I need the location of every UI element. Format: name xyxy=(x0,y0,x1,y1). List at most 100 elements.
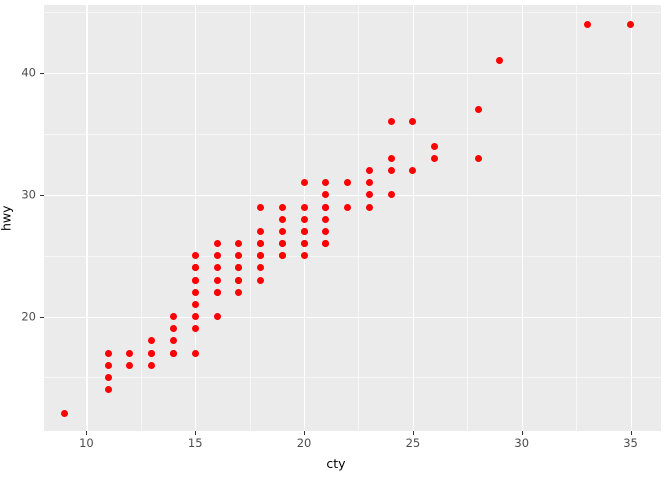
data-point xyxy=(496,57,504,65)
data-point xyxy=(322,240,330,248)
gridline-major-horizontal xyxy=(44,194,661,197)
data-point xyxy=(257,240,265,248)
data-point xyxy=(148,349,156,357)
data-point xyxy=(191,252,199,260)
y-tick-label: 20 xyxy=(21,308,36,323)
data-point xyxy=(169,313,177,321)
data-point xyxy=(431,154,439,162)
x-tick-label: 15 xyxy=(187,436,203,450)
data-point xyxy=(365,191,373,199)
data-point xyxy=(387,167,395,175)
y-tick-label: 30 xyxy=(21,187,36,202)
gridline-minor-vertical xyxy=(358,5,360,431)
data-point xyxy=(104,349,112,357)
x-tick-mark xyxy=(521,431,523,435)
data-point xyxy=(191,313,199,321)
gridline-minor-vertical xyxy=(467,5,468,431)
y-axis-title: hwy xyxy=(0,0,14,436)
data-point xyxy=(278,227,286,235)
data-point xyxy=(257,264,265,272)
x-tick-label: 10 xyxy=(79,436,94,450)
data-point xyxy=(409,167,417,175)
data-point xyxy=(365,179,373,187)
data-point xyxy=(300,227,308,235)
data-point xyxy=(387,191,395,199)
data-point xyxy=(191,300,199,308)
data-point xyxy=(278,252,286,260)
gridline-major-horizontal xyxy=(44,73,661,75)
x-tick-mark xyxy=(412,431,414,435)
data-point xyxy=(322,227,330,235)
data-point xyxy=(191,264,199,272)
data-point xyxy=(104,373,112,381)
data-point xyxy=(257,252,265,260)
gridline-minor-vertical xyxy=(576,5,577,431)
y-tick-label: 40 xyxy=(21,65,36,80)
data-point xyxy=(213,276,221,284)
gridline-minor-vertical xyxy=(140,5,142,431)
data-point xyxy=(344,203,352,211)
y-tick-mark xyxy=(40,194,44,196)
data-point xyxy=(387,154,395,162)
data-point xyxy=(235,288,243,296)
gridline-minor-horizontal xyxy=(44,12,661,13)
data-point xyxy=(257,203,265,211)
data-point xyxy=(278,203,286,211)
y-tick-mark xyxy=(40,316,44,318)
x-tick-mark xyxy=(630,431,632,435)
data-point xyxy=(300,240,308,248)
data-point xyxy=(235,240,243,248)
data-point xyxy=(474,106,482,114)
data-point xyxy=(627,20,635,28)
data-point xyxy=(235,264,243,272)
gridline-major-vertical xyxy=(86,5,88,431)
data-point xyxy=(191,349,199,357)
data-point xyxy=(300,252,308,260)
data-point xyxy=(104,361,112,369)
gridline-major-vertical xyxy=(521,5,523,431)
data-point xyxy=(322,215,330,223)
data-point xyxy=(213,288,221,296)
data-point xyxy=(169,337,177,345)
data-point xyxy=(474,154,482,162)
data-point xyxy=(583,20,591,28)
data-point xyxy=(344,179,352,187)
data-point xyxy=(235,252,243,260)
gridline-major-vertical xyxy=(412,5,415,431)
y-tick-mark xyxy=(40,73,44,75)
data-point xyxy=(213,264,221,272)
data-point xyxy=(61,410,69,418)
data-point xyxy=(409,118,417,126)
plot-panel xyxy=(44,5,661,431)
data-point xyxy=(300,203,308,211)
data-point xyxy=(235,276,243,284)
x-axis-title: cty xyxy=(326,456,346,471)
data-point xyxy=(300,215,308,223)
data-point xyxy=(191,325,199,333)
data-point xyxy=(191,276,199,284)
data-point xyxy=(213,313,221,321)
data-point xyxy=(104,386,112,394)
data-point xyxy=(387,118,395,126)
data-point xyxy=(213,240,221,248)
gridline-major-horizontal xyxy=(44,316,661,318)
gridline-minor-vertical xyxy=(249,5,251,431)
data-point xyxy=(213,252,221,260)
data-point xyxy=(169,325,177,333)
x-tick-label: 20 xyxy=(296,436,312,450)
gridline-minor-horizontal xyxy=(44,255,661,257)
gridline-major-vertical xyxy=(195,5,197,431)
data-point xyxy=(278,215,286,223)
data-point xyxy=(257,276,265,284)
data-point xyxy=(322,203,330,211)
data-point xyxy=(365,203,373,211)
x-tick-label: 35 xyxy=(623,436,638,450)
data-point xyxy=(126,349,134,357)
x-tick-mark xyxy=(195,431,197,435)
gridline-major-vertical xyxy=(630,5,632,431)
data-point xyxy=(191,288,199,296)
gridline-minor-horizontal xyxy=(44,377,661,379)
data-point xyxy=(148,361,156,369)
x-tick-label: 30 xyxy=(514,436,530,450)
